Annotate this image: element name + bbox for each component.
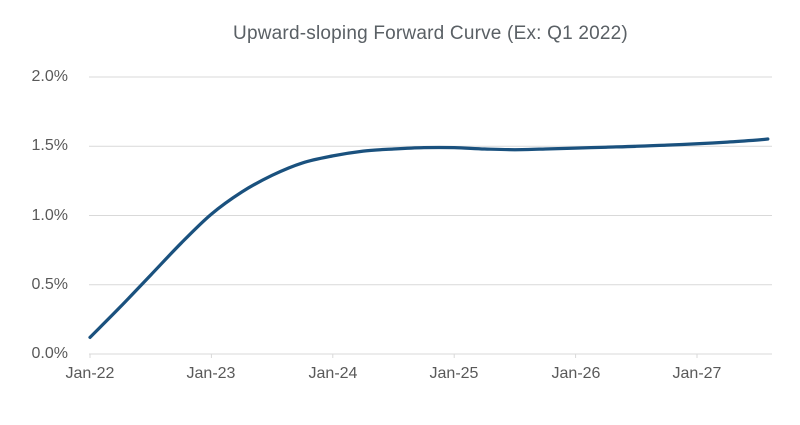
y-axis-tick-label: 0.5% xyxy=(31,276,68,293)
y-axis-tick-label: 2.0% xyxy=(31,68,68,85)
y-axis-tick-label: 1.5% xyxy=(31,137,68,154)
x-axis-tick-label: Jan-22 xyxy=(65,365,115,382)
x-axis-tick-label: Jan-27 xyxy=(672,365,722,382)
forward-curve-line xyxy=(88,137,770,340)
x-axis-tick-label: Jan-24 xyxy=(308,365,358,382)
x-axis-tick-label: Jan-26 xyxy=(551,365,601,382)
y-axis-tick-label: 0.0% xyxy=(31,345,68,362)
x-axis-tick-label: Jan-25 xyxy=(429,365,479,382)
y-axis-tick-label: 1.0% xyxy=(31,207,68,224)
x-axis-tick-label: Jan-23 xyxy=(186,365,236,382)
chart-title: Upward-sloping Forward Curve (Ex: Q1 202… xyxy=(233,23,628,44)
